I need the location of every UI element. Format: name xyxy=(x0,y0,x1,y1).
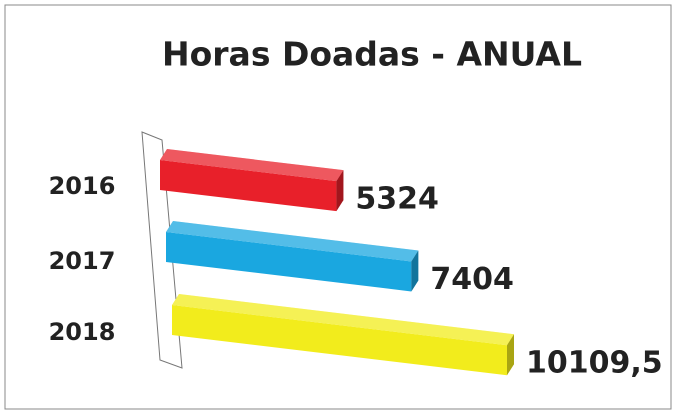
bar-front xyxy=(166,232,412,292)
bar-end-shade xyxy=(336,170,344,212)
bar-top xyxy=(160,149,344,182)
bar-top-shade xyxy=(160,149,344,182)
value-label: 5324 xyxy=(355,182,439,217)
bar-top xyxy=(166,221,419,262)
bar-top-shade xyxy=(166,221,419,262)
bar-front xyxy=(160,160,337,212)
category-label: 2016 xyxy=(49,172,116,200)
value-label: 10109,5 xyxy=(526,346,663,381)
bar-front xyxy=(172,305,507,376)
bar-end xyxy=(411,250,419,292)
value-label: 7404 xyxy=(430,262,513,297)
category-label: 2018 xyxy=(49,318,116,346)
category-label: 2017 xyxy=(49,247,116,275)
back-wall xyxy=(141,131,183,369)
bar-end-shade xyxy=(411,250,419,292)
bar-end xyxy=(507,334,514,376)
bar-end-shade xyxy=(507,334,514,376)
bar-top xyxy=(172,294,514,346)
bar-top-shade xyxy=(172,294,514,346)
bar-end xyxy=(336,170,344,212)
chart-title: Horas Doadas - ANUAL xyxy=(162,35,582,74)
